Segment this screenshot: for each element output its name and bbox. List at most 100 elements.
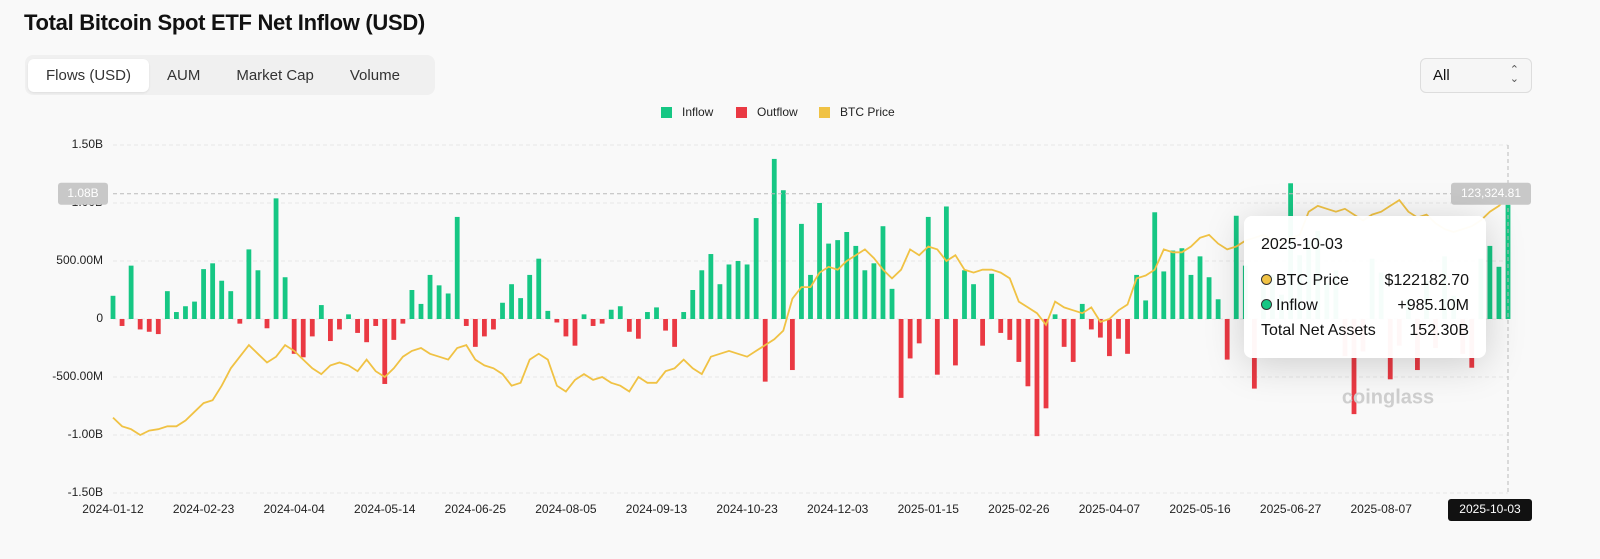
bar [1233,215,1239,319]
bar [554,319,560,323]
bar [255,270,261,319]
bar [110,295,116,319]
bar [491,319,496,330]
bar [536,258,542,319]
bar [726,264,732,319]
tooltip: 2025-10-03 BTC Price $122182.70 Inflow +985.… [1244,216,1486,358]
bar [282,277,288,319]
bar [1215,299,1221,319]
bar [309,319,315,337]
bar [355,319,360,333]
range-select[interactable]: All ⌃ ⌄ [1420,58,1532,93]
bar [445,293,451,319]
bar [201,269,206,319]
y-tick-label: -1.50B [68,485,103,499]
tooltip-dot [1261,273,1272,285]
y-tick-label: -1.00B [68,427,103,441]
bar [953,319,958,366]
bar [862,270,868,319]
bar [128,265,134,319]
bar [137,319,143,330]
bar [364,319,370,343]
bar [1505,204,1511,319]
x-tick-label: 2025-08-07 [1350,502,1412,516]
bar [916,319,922,344]
bar [174,312,179,319]
bar [1079,303,1085,319]
x-tick-label: 2025-02-26 [988,502,1050,516]
y-tick-label: 0 [96,311,103,325]
tooltip-value: +985.10M [1397,296,1469,314]
x-tick-label: 2024-04-04 [263,502,325,516]
bar [1052,314,1058,319]
bar [1043,319,1049,409]
bar [590,319,596,326]
bar [1097,319,1103,338]
tooltip-dot [1261,298,1272,310]
bar [1224,319,1230,360]
tooltip-date: 2025-10-03 [1261,236,1343,253]
bar [409,290,415,319]
bar [735,261,741,319]
bar [1179,248,1185,319]
bar [780,190,786,319]
bar [889,288,895,319]
bar [563,319,569,337]
bar [943,206,949,319]
bar [155,319,161,335]
bar [1143,300,1149,319]
tooltip-row: Inflow +985.10M [1261,293,1469,318]
bar [472,319,478,347]
bar [1125,319,1130,354]
bar [481,319,487,337]
legend-swatch [819,107,830,118]
tab[interactable]: AUM [167,66,201,84]
bar [436,285,442,319]
bar [500,302,505,319]
crosshair-y-label: 1.08B [67,186,98,200]
tab[interactable]: Market Cap [236,66,314,84]
bar [581,314,587,319]
bar [1161,271,1167,319]
bar [318,305,324,319]
legend-label: Outflow [757,105,798,119]
bar [998,319,1004,333]
x-tick-label: 2025-01-15 [898,502,960,516]
tab-bar: Flows (USD) AUM Market Cap Volume [25,55,435,95]
x-tick-label: 2024-06-25 [445,502,507,516]
crosshair-y-box [58,182,108,205]
select-arrow: ⌃ ⌄ [1509,64,1519,85]
bar [744,264,750,319]
bar [962,270,967,319]
crosshair-y2-box [1451,182,1531,205]
bar [871,263,877,319]
bar [635,319,641,339]
bar [346,314,351,319]
bar [300,319,306,358]
x-tick-label: 2024-09-13 [626,502,688,516]
bar [228,291,234,319]
x-tick-label: 2025-05-16 [1169,502,1231,516]
tab[interactable]: Flows (USD) [28,58,149,92]
bar [463,319,469,326]
bar [925,216,931,319]
bar [934,319,940,375]
bar [880,226,886,319]
bar [826,243,832,319]
bar [1007,319,1013,340]
bar [898,319,904,398]
bar [264,319,270,329]
tooltip-value: $122182.70 [1384,271,1469,289]
y-tick-label: -500.00M [52,369,103,383]
legend-swatch [661,107,672,118]
bar [690,290,696,319]
bar [219,280,225,319]
bar [382,319,388,384]
bar [1016,319,1022,362]
bar [1197,256,1203,319]
bar [337,319,342,330]
y-tick-label: 1.50B [72,137,103,151]
tab[interactable]: Volume [349,66,400,84]
